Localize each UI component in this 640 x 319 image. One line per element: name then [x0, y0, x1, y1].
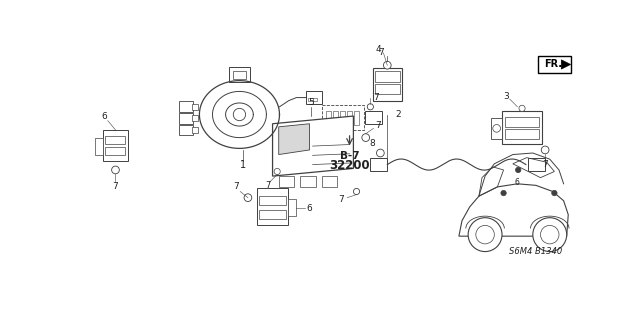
Text: 4: 4 — [376, 45, 381, 54]
Bar — [372, 68, 402, 101]
Bar — [528, 159, 545, 171]
Bar — [300, 176, 316, 187]
Text: 6: 6 — [307, 204, 312, 213]
Bar — [192, 127, 198, 133]
Bar — [375, 71, 399, 82]
Bar — [375, 84, 399, 94]
Bar — [179, 113, 193, 124]
Circle shape — [515, 167, 521, 173]
Circle shape — [274, 168, 280, 174]
Bar — [312, 98, 317, 101]
Circle shape — [533, 218, 566, 252]
Bar — [326, 111, 331, 125]
Text: 7: 7 — [378, 48, 384, 57]
Circle shape — [383, 61, 391, 69]
Circle shape — [376, 149, 384, 157]
Text: 32200: 32200 — [329, 159, 370, 172]
Circle shape — [234, 108, 246, 121]
Text: 7: 7 — [113, 182, 118, 191]
Circle shape — [541, 146, 549, 154]
Circle shape — [552, 190, 557, 196]
Text: 7: 7 — [542, 160, 548, 169]
Text: 6: 6 — [514, 178, 519, 187]
Bar — [371, 159, 387, 171]
Bar — [505, 129, 539, 139]
Bar — [502, 111, 542, 144]
Circle shape — [111, 166, 119, 174]
Bar — [308, 98, 312, 101]
Circle shape — [367, 104, 373, 110]
Bar — [288, 199, 296, 216]
Circle shape — [353, 189, 360, 195]
Bar — [307, 92, 322, 104]
Bar — [259, 210, 285, 219]
Text: 3: 3 — [503, 92, 509, 100]
Bar — [106, 147, 125, 154]
Text: 8: 8 — [370, 138, 376, 147]
Text: B-7: B-7 — [340, 151, 360, 161]
Polygon shape — [561, 60, 570, 69]
Bar — [95, 137, 103, 154]
Circle shape — [519, 105, 525, 111]
Bar — [354, 111, 359, 125]
Bar — [333, 111, 338, 125]
Bar — [322, 105, 364, 130]
Bar — [348, 111, 352, 125]
Text: 5: 5 — [308, 98, 314, 107]
Bar — [179, 101, 193, 112]
Circle shape — [468, 218, 502, 252]
Text: 2: 2 — [396, 110, 401, 119]
Circle shape — [501, 190, 506, 196]
Circle shape — [362, 134, 369, 141]
Bar — [179, 124, 193, 135]
Bar — [259, 196, 285, 205]
Bar — [322, 176, 337, 187]
Bar — [234, 71, 246, 79]
Text: 7: 7 — [338, 196, 344, 204]
Text: 7: 7 — [373, 93, 379, 102]
Circle shape — [541, 226, 559, 244]
Text: 6: 6 — [102, 112, 108, 121]
Text: 7: 7 — [375, 121, 381, 130]
Bar — [492, 118, 502, 139]
Bar — [103, 130, 128, 161]
Bar — [340, 111, 345, 125]
Text: S6M4 B1340: S6M4 B1340 — [509, 247, 563, 256]
Circle shape — [476, 226, 494, 244]
Bar — [538, 56, 570, 73]
Bar — [228, 67, 250, 82]
Circle shape — [244, 194, 252, 202]
Text: 7: 7 — [265, 181, 271, 190]
Bar — [106, 136, 125, 144]
Text: 1: 1 — [240, 160, 246, 170]
Polygon shape — [273, 116, 353, 176]
Bar — [505, 117, 539, 127]
Polygon shape — [279, 124, 310, 154]
Text: FR.: FR. — [545, 59, 563, 69]
Circle shape — [493, 124, 500, 132]
Bar — [192, 104, 198, 110]
Bar — [279, 176, 294, 187]
Bar — [192, 115, 198, 122]
Text: 7: 7 — [233, 182, 239, 191]
Bar — [257, 189, 288, 226]
Bar — [365, 111, 382, 124]
